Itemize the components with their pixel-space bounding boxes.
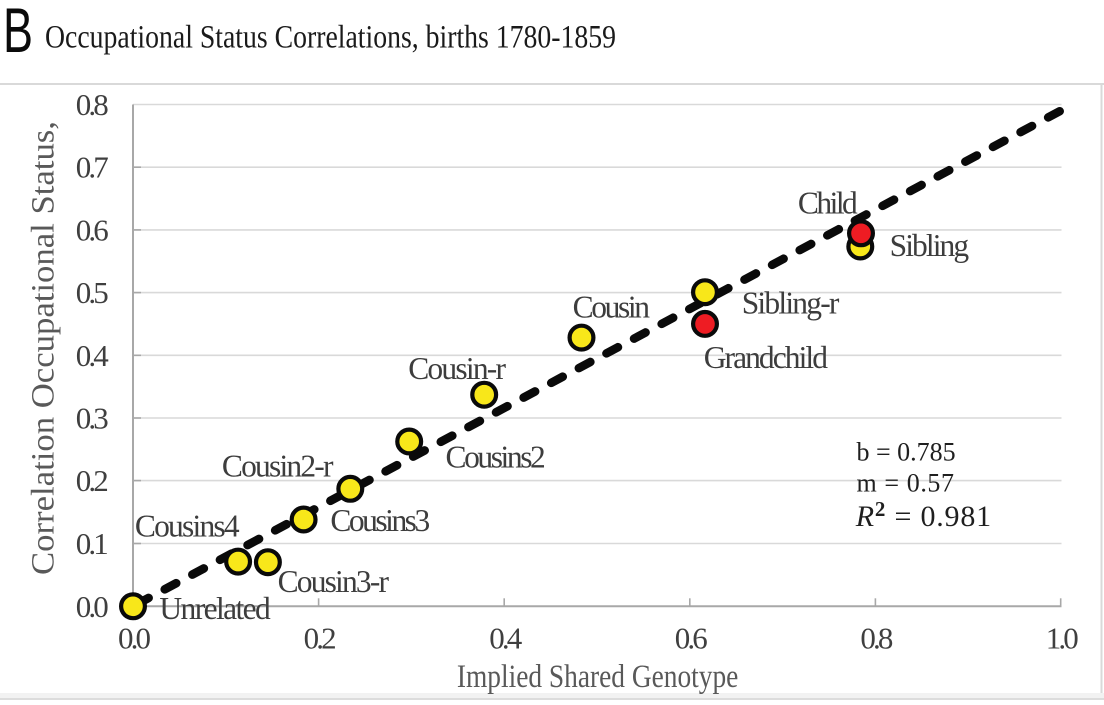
svg-text:Cousin-r: Cousin-r xyxy=(408,351,506,386)
svg-text:0.8: 0.8 xyxy=(860,621,893,656)
svg-text:0.5: 0.5 xyxy=(76,275,109,310)
svg-text:Implied Shared Genotype: Implied Shared Genotype xyxy=(457,659,739,695)
svg-text:Sibling: Sibling xyxy=(890,228,970,263)
svg-text:0.2: 0.2 xyxy=(76,463,109,498)
svg-text:0.4: 0.4 xyxy=(76,338,110,373)
svg-text:Cousin: Cousin xyxy=(573,290,651,325)
svg-text:0.8: 0.8 xyxy=(76,87,109,122)
svg-text:0.6: 0.6 xyxy=(76,212,109,247)
svg-text:0.3: 0.3 xyxy=(76,401,109,436)
svg-text:Cousins4: Cousins4 xyxy=(135,508,240,543)
svg-text:0.6: 0.6 xyxy=(675,621,708,656)
svg-text:m = 0.57: m = 0.57 xyxy=(857,468,955,497)
svg-text:0.4: 0.4 xyxy=(489,621,523,656)
svg-text:b = 0.785: b = 0.785 xyxy=(857,438,956,467)
svg-text:Occupational Status Correlatio: Occupational Status Correlations, births… xyxy=(45,20,616,56)
svg-text:Cousins3: Cousins3 xyxy=(330,503,430,538)
svg-text:0.7: 0.7 xyxy=(76,150,109,185)
svg-text:0.1: 0.1 xyxy=(76,526,109,561)
svg-text:Cousin3-r: Cousin3-r xyxy=(278,564,390,599)
svg-text:Cousin2-r: Cousin2-r xyxy=(222,448,334,483)
svg-text:Sibling-r: Sibling-r xyxy=(742,286,840,321)
svg-text:R2 = 0.981: R2 = 0.981 xyxy=(855,497,992,533)
svg-text:0.0: 0.0 xyxy=(118,621,151,656)
svg-text:Cousins2: Cousins2 xyxy=(446,439,546,474)
svg-text:Unrelated: Unrelated xyxy=(159,591,271,626)
svg-text:Child: Child xyxy=(798,186,858,221)
svg-text:B: B xyxy=(3,0,33,66)
svg-text:0.2: 0.2 xyxy=(304,621,337,656)
svg-text:1.0: 1.0 xyxy=(1046,621,1079,656)
svg-text:0.0: 0.0 xyxy=(76,589,109,624)
svg-text:Grandchild: Grandchild xyxy=(704,340,829,375)
svg-text:Correlation Occupational Statu: Correlation Occupational Status, xyxy=(26,121,62,575)
